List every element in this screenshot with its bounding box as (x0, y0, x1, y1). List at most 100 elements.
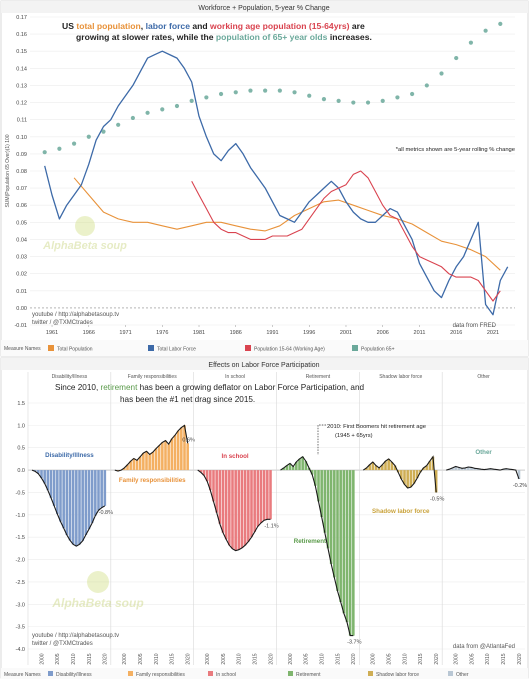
top-source-link: youtube / http://alphabetasoup.tv (32, 312, 119, 318)
top-x-tick-label: 1986 (230, 330, 242, 336)
bottom-headline-line1: Since 2010, retirement has been a growin… (55, 383, 365, 392)
bottom-y-tick-label: -4.0 (16, 647, 25, 653)
bottom-legend-label: Disability/Illness (56, 672, 92, 678)
panel-header: Family responsibilities (128, 374, 177, 380)
pop65-point (71, 141, 77, 146)
bottom-x-tick-label: 2010 (71, 653, 77, 664)
top-chart-frame (0, 0, 529, 357)
top-x-tick-label: 2021 (487, 330, 499, 336)
pop65-point (307, 93, 312, 98)
top-x-tick-label: 2001 (340, 330, 352, 336)
pop65-point (321, 97, 327, 102)
pop65-point (57, 146, 62, 151)
top-y-tick-label: 0.02 (16, 272, 27, 278)
top-y-tick-label: 0.15 (16, 49, 27, 55)
bottom-x-tick-label: 2020 (186, 653, 192, 664)
pop65-point (424, 83, 429, 88)
pop65-point (498, 21, 503, 26)
top-y-tick-label: 0.10 (16, 135, 27, 141)
bottom-end-label: -3.7% (347, 640, 361, 646)
bottom-end-label: -1.1% (264, 523, 278, 529)
top-y-tick-label: 0.09 (16, 152, 27, 158)
top-x-tick-label: 1991 (266, 330, 278, 336)
bottom-legend: Disability/Illness Family responsibilitie… (48, 671, 469, 678)
pop65-point (380, 98, 385, 103)
watermark-coin-icon (75, 216, 95, 236)
top-y-tick-label: -0.01 (14, 323, 27, 329)
bottom-legend-swatch (368, 671, 373, 676)
top-legend-label: Population 15-64 (Working Age) (254, 347, 325, 353)
bottom-outline-line (446, 465, 520, 480)
panel-series-label: Shadow labor force (372, 508, 430, 515)
bottom-x-tick-label: 2000 (288, 653, 294, 664)
bottom-x-tick-label: 2000 (371, 653, 377, 664)
bottom-legend-label: In school (216, 672, 236, 678)
top-data-from: data from FRED (453, 323, 497, 329)
bottom-watermark-text: AlphaBeta soup (51, 596, 143, 610)
top-x-tick-label: 1961 (46, 330, 58, 336)
top-y-tick-label: 0.00 (16, 306, 27, 312)
bottom-legend-swatch (448, 671, 453, 676)
pop65-point (439, 71, 444, 76)
bottom-legend-bar (1, 668, 528, 679)
top-watermark-text: AlphaBeta soup (42, 240, 127, 252)
pop65-point (101, 129, 106, 134)
headline-part-6: are (349, 21, 365, 31)
panel-header: Shadow labor force (379, 374, 422, 380)
bottom-source-link: youtube / http://alphabetasoup.tv (32, 633, 119, 639)
pop65-point (292, 90, 297, 95)
bottom-headline-line2: has been the #1 net drag since 2015. (120, 395, 255, 404)
top-legend-title: Measure Names (4, 346, 41, 352)
bottom-legend-swatch (48, 671, 53, 676)
pop65-point (233, 90, 238, 95)
bottom-y-tick-label: 0.0 (17, 468, 25, 474)
panel-header: Retirement (306, 374, 331, 380)
bottom-end-label: -0.8% (99, 510, 113, 516)
top-legend-swatch (148, 345, 154, 351)
pop65-point (174, 103, 180, 109)
top-x-tick-label: 1976 (156, 330, 168, 336)
bottom-legend-title: Measure Names (4, 672, 41, 678)
pop65-point (42, 150, 47, 155)
bottom-x-tick-label: 2010 (485, 653, 491, 664)
headline-part-0: growing at slower rates, while the (76, 32, 216, 42)
bottom-x-tick-label: 2000 (122, 653, 128, 664)
pop65-point (468, 40, 474, 45)
top-y-tick-label: 0.17 (16, 15, 27, 21)
panel-header: In school (225, 374, 245, 380)
panel-series-label: Family responsibilities (119, 477, 186, 484)
bottom-x-tick-label: 2020 (351, 653, 357, 664)
bottom-y-tick-label: -1.5 (16, 535, 25, 541)
bottom-x-tick-label: 2010 (402, 653, 408, 664)
bottom-watermark: AlphaBeta soup (51, 571, 144, 610)
pop65-point (277, 88, 282, 93)
bottom-y-tick-label: 0.5 (17, 446, 25, 452)
top-y-tick-label: 0.08 (16, 169, 27, 175)
top-legend-swatch (352, 345, 358, 351)
top-legend-swatch (245, 345, 251, 351)
bottom-outline-line (362, 455, 437, 493)
top-y-tick-label: 0.16 (16, 32, 27, 38)
top-x-tick-label: 2011 (414, 330, 426, 336)
top-y-axis-label: SUM(Population 65 Over)(1) 100 (5, 134, 11, 207)
bottom-x-tick-label: 2015 (501, 653, 507, 664)
bottom-y-tick-label: 1.5 (17, 401, 25, 407)
top-legend-swatch (48, 345, 54, 351)
bottom-x-tick-label: 2000 (454, 653, 460, 664)
bottom-end-label: -0.2% (513, 483, 527, 489)
bottom-title-bar (1, 358, 528, 370)
top-x-tick-label: 2006 (377, 330, 389, 336)
bottom-outline-line (197, 469, 271, 552)
bottom-y-tick-label: -3.0 (16, 602, 25, 608)
bottom-outline-line (31, 469, 106, 547)
bottom-end-label: -0.5% (430, 496, 444, 502)
panel-header: Other (477, 374, 490, 380)
bottom-chart-title: Effects on Labor Force Participation (208, 362, 319, 369)
top-y-tick-label: 0.14 (16, 66, 27, 72)
annotation-line2: (1945 + 65yrs) (335, 433, 373, 439)
pop65-point (483, 28, 488, 33)
bottom-x-tick-label: 2015 (418, 653, 424, 664)
bottom-x-tick-label: 2005 (221, 653, 227, 664)
